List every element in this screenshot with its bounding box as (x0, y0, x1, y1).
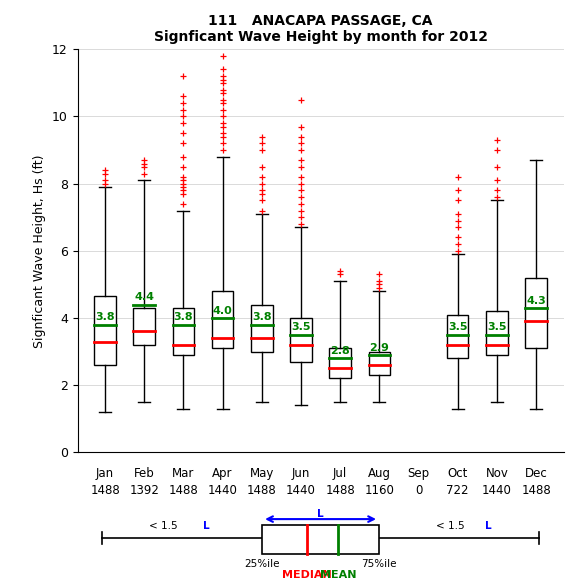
Text: 1488: 1488 (247, 484, 277, 497)
Text: 1488: 1488 (325, 484, 355, 497)
Text: < 1.5: < 1.5 (436, 521, 467, 531)
Text: 1488: 1488 (521, 484, 551, 497)
Bar (369, 351, 390, 375)
Text: 1440: 1440 (482, 484, 512, 497)
Text: 25%ile: 25%ile (244, 559, 280, 568)
Text: L: L (203, 521, 210, 531)
Text: Feb: Feb (134, 467, 155, 480)
Text: 3.5: 3.5 (291, 322, 310, 332)
Text: 1488: 1488 (90, 484, 120, 497)
Text: < 1.5: < 1.5 (149, 521, 181, 531)
Bar (262, 525, 379, 554)
Text: 1160: 1160 (365, 484, 394, 497)
Text: Sep: Sep (408, 467, 430, 480)
Text: Apr: Apr (212, 467, 233, 480)
Text: 2.9: 2.9 (369, 343, 389, 353)
Text: 4.0: 4.0 (213, 306, 232, 316)
Text: Mar: Mar (172, 467, 194, 480)
Bar (329, 348, 351, 379)
Text: 3.8: 3.8 (174, 313, 193, 322)
Text: L: L (485, 521, 492, 531)
Bar (172, 308, 194, 355)
Text: 3.8: 3.8 (252, 313, 271, 322)
Text: 2.8: 2.8 (330, 346, 350, 356)
Text: 722: 722 (446, 484, 469, 497)
Text: Aug: Aug (368, 467, 391, 480)
Text: 75%ile: 75%ile (361, 559, 397, 568)
Text: 1440: 1440 (286, 484, 316, 497)
Bar (251, 304, 273, 351)
Y-axis label: Signficant Wave Height, Hs (ft): Signficant Wave Height, Hs (ft) (33, 154, 47, 347)
Text: Nov: Nov (485, 467, 508, 480)
Bar (290, 318, 312, 362)
Bar (78, 184, 564, 251)
Bar (447, 315, 469, 358)
Bar (78, 318, 564, 385)
Text: Jan: Jan (96, 467, 114, 480)
Text: MEAN: MEAN (320, 570, 356, 580)
Text: Jun: Jun (292, 467, 310, 480)
Text: 1488: 1488 (168, 484, 198, 497)
Text: 0: 0 (415, 484, 422, 497)
Text: 1440: 1440 (208, 484, 237, 497)
Text: Dec: Dec (525, 467, 547, 480)
Text: 4.3: 4.3 (526, 296, 546, 306)
Text: Jul: Jul (333, 467, 347, 480)
Text: 3.8: 3.8 (95, 313, 115, 322)
Bar (486, 311, 508, 355)
Title: 111   ANACAPA PASSAGE, CA
Signficant Wave Height by month for 2012: 111 ANACAPA PASSAGE, CA Signficant Wave … (154, 14, 488, 44)
Bar (212, 291, 233, 348)
Bar (78, 251, 564, 318)
Text: Oct: Oct (447, 467, 468, 480)
Text: 3.5: 3.5 (448, 322, 467, 332)
Bar (133, 308, 155, 345)
Text: L: L (317, 509, 324, 519)
Text: 1392: 1392 (129, 484, 159, 497)
Text: 3.5: 3.5 (487, 322, 507, 332)
Bar (78, 49, 564, 117)
Text: MEDIAN: MEDIAN (282, 570, 331, 580)
Text: May: May (250, 467, 274, 480)
Bar (78, 117, 564, 184)
Bar (78, 385, 564, 452)
Text: 4.4: 4.4 (134, 292, 154, 302)
Bar (94, 296, 116, 365)
Bar (526, 278, 547, 348)
